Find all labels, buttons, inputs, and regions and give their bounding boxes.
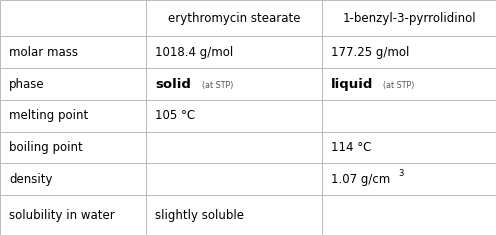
Text: slightly soluble: slightly soluble xyxy=(155,208,244,222)
Text: liquid: liquid xyxy=(331,78,373,90)
Text: phase: phase xyxy=(9,78,45,90)
Text: boiling point: boiling point xyxy=(9,141,83,154)
Text: 105 °C: 105 °C xyxy=(155,109,195,122)
Text: melting point: melting point xyxy=(9,109,88,122)
Text: 1.07 g/cm: 1.07 g/cm xyxy=(331,173,390,186)
Text: solubility in water: solubility in water xyxy=(9,208,115,222)
Text: 1018.4 g/mol: 1018.4 g/mol xyxy=(155,46,234,59)
Text: molar mass: molar mass xyxy=(9,46,78,59)
Text: density: density xyxy=(9,173,53,186)
Text: erythromycin stearate: erythromycin stearate xyxy=(168,12,301,25)
Text: solid: solid xyxy=(155,78,191,90)
Text: 3: 3 xyxy=(398,169,404,178)
Text: (at STP): (at STP) xyxy=(383,81,415,90)
Text: 114 °C: 114 °C xyxy=(331,141,372,154)
Text: 177.25 g/mol: 177.25 g/mol xyxy=(331,46,410,59)
Text: 1-benzyl-3-pyrrolidinol: 1-benzyl-3-pyrrolidinol xyxy=(342,12,476,25)
Text: (at STP): (at STP) xyxy=(202,81,234,90)
